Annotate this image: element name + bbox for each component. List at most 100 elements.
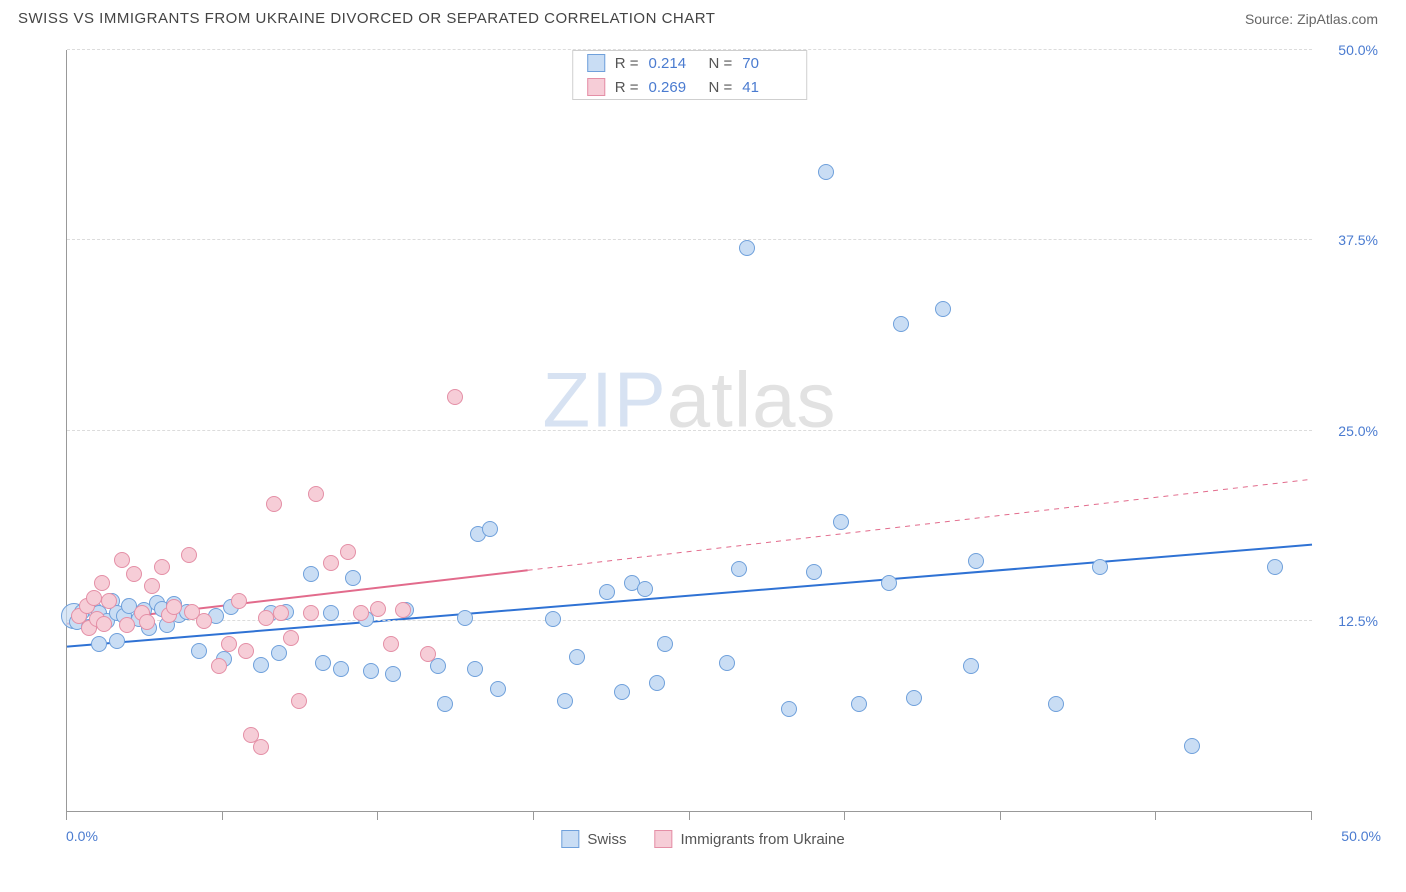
data-point	[144, 578, 160, 594]
x-tick	[1155, 812, 1156, 820]
data-point	[1092, 559, 1108, 575]
watermark: ZIPatlas	[542, 355, 836, 446]
data-point	[482, 521, 498, 537]
data-point	[139, 614, 155, 630]
data-point	[437, 696, 453, 712]
legend-item-swiss: Swiss	[561, 830, 626, 848]
ukraine-swatch-icon	[587, 78, 605, 96]
data-point	[545, 611, 561, 627]
data-point	[1267, 559, 1283, 575]
trend-lines	[67, 50, 1312, 811]
chart-header: SWISS VS IMMIGRANTS FROM UKRAINE DIVORCE…	[0, 0, 1406, 35]
data-point	[291, 693, 307, 709]
data-point	[893, 316, 909, 332]
y-tick-label: 25.0%	[1338, 423, 1378, 439]
data-point	[333, 661, 349, 677]
grid-line	[67, 620, 1312, 621]
data-point	[420, 646, 436, 662]
data-point	[614, 684, 630, 700]
x-tick-label: 0.0%	[66, 828, 98, 844]
data-point	[467, 661, 483, 677]
data-point	[166, 599, 182, 615]
data-point	[935, 301, 951, 317]
data-point	[1184, 738, 1200, 754]
data-point	[599, 584, 615, 600]
data-point	[191, 643, 207, 659]
ukraine-swatch-icon	[654, 830, 672, 848]
x-tick	[1311, 812, 1312, 820]
data-point	[303, 566, 319, 582]
data-point	[637, 581, 653, 597]
data-point	[818, 164, 834, 180]
chart-source: Source: ZipAtlas.com	[1245, 11, 1378, 27]
data-point	[383, 636, 399, 652]
y-tick-label: 50.0%	[1338, 42, 1378, 58]
data-point	[806, 564, 822, 580]
data-point	[906, 690, 922, 706]
data-point	[385, 666, 401, 682]
data-point	[881, 575, 897, 591]
data-point	[315, 655, 331, 671]
data-point	[308, 486, 324, 502]
x-tick	[533, 812, 534, 820]
data-point	[273, 605, 289, 621]
chart-container: Divorced or Separated ZIPatlas R = 0.214…	[18, 40, 1388, 872]
data-point	[283, 630, 299, 646]
data-point	[211, 658, 227, 674]
x-tick-label: 50.0%	[1341, 828, 1381, 844]
data-point	[323, 605, 339, 621]
x-tick	[844, 812, 845, 820]
data-point	[323, 555, 339, 571]
data-point	[963, 658, 979, 674]
data-point	[731, 561, 747, 577]
data-point	[266, 496, 282, 512]
data-point	[353, 605, 369, 621]
legend-label-ukraine: Immigrants from Ukraine	[680, 831, 844, 848]
legend-row-ukraine: R = 0.269 N = 41	[573, 75, 807, 99]
ukraine-r-value: 0.269	[649, 79, 699, 96]
data-point	[154, 559, 170, 575]
data-point	[91, 636, 107, 652]
data-point	[196, 613, 212, 629]
data-point	[94, 575, 110, 591]
data-point	[101, 593, 117, 609]
data-point	[340, 544, 356, 560]
correlation-legend: R = 0.214 N = 70 R = 0.269 N = 41	[572, 50, 808, 100]
data-point	[781, 701, 797, 717]
data-point	[238, 643, 254, 659]
x-tick	[1000, 812, 1001, 820]
data-point	[253, 657, 269, 673]
data-point	[447, 389, 463, 405]
x-tick	[66, 812, 67, 820]
series-legend: Swiss Immigrants from Ukraine	[561, 830, 844, 848]
chart-title: SWISS VS IMMIGRANTS FROM UKRAINE DIVORCE…	[18, 10, 715, 27]
data-point	[109, 633, 125, 649]
data-point	[114, 552, 130, 568]
swiss-swatch-icon	[561, 830, 579, 848]
grid-line	[67, 239, 1312, 240]
data-point	[303, 605, 319, 621]
x-tick	[689, 812, 690, 820]
legend-row-swiss: R = 0.214 N = 70	[573, 51, 807, 75]
legend-label-swiss: Swiss	[587, 831, 626, 848]
data-point	[231, 593, 247, 609]
x-tick	[377, 812, 378, 820]
x-tick	[222, 812, 223, 820]
swiss-n-value: 70	[742, 55, 792, 72]
data-point	[96, 616, 112, 632]
scatter-plot-area: ZIPatlas R = 0.214 N = 70 R = 0.269 N = …	[66, 50, 1312, 812]
data-point	[557, 693, 573, 709]
data-point	[258, 610, 274, 626]
data-point	[649, 675, 665, 691]
data-point	[119, 617, 135, 633]
data-point	[457, 610, 473, 626]
data-point	[968, 553, 984, 569]
data-point	[363, 663, 379, 679]
data-point	[739, 240, 755, 256]
data-point	[833, 514, 849, 530]
swiss-r-value: 0.214	[649, 55, 699, 72]
data-point	[851, 696, 867, 712]
data-point	[719, 655, 735, 671]
data-point	[86, 590, 102, 606]
ukraine-n-value: 41	[742, 79, 792, 96]
